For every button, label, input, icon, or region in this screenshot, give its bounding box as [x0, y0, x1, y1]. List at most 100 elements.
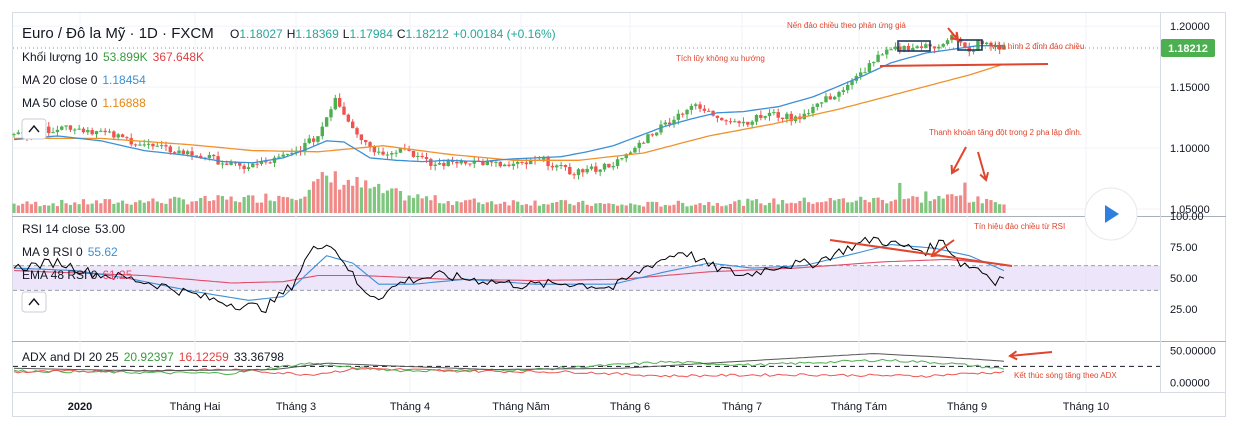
candle-body: [945, 40, 950, 45]
candle-body: [142, 144, 146, 146]
candle-body: [90, 130, 94, 135]
ma20-label: MA 20 close 0: [22, 73, 98, 87]
replay-button[interactable]: [1084, 187, 1138, 241]
collapse-legend-button[interactable]: [21, 118, 47, 140]
volume-bar: [737, 199, 741, 213]
volume-bar: [420, 198, 424, 213]
h-value: 1.18369: [295, 27, 339, 41]
volume-bar: [424, 196, 429, 213]
volume-bar: [459, 202, 463, 213]
annotation-adx-end: Kết thúc sóng tăng theo ADX: [1014, 371, 1117, 380]
volume-bar: [555, 202, 559, 213]
candle-body: [776, 112, 780, 118]
candle-body: [342, 106, 346, 115]
candle-body: [694, 104, 698, 106]
volume-bar: [776, 204, 780, 213]
candle-body: [316, 136, 320, 142]
change-value: +0.00184 (+0.16%): [453, 27, 556, 41]
volume-bar: [898, 182, 902, 213]
volume-bar: [681, 202, 685, 213]
candle-body: [138, 144, 142, 146]
top-box-2: [957, 39, 983, 51]
candle-body: [889, 49, 893, 51]
candle-body: [563, 164, 568, 167]
volume-bar: [381, 193, 385, 213]
candle-body: [772, 112, 776, 114]
candle-body: [785, 113, 789, 120]
rsi-value: 53.00: [95, 222, 125, 236]
volume-bar: [602, 203, 607, 213]
volume-bar: [390, 188, 394, 213]
volume-bar: [559, 200, 563, 213]
rsi-legend: RSI 14 close 53.00: [22, 222, 125, 236]
time-tick-label: Tháng Hai: [170, 401, 221, 413]
volume-bar: [338, 189, 342, 213]
volume-bar: [233, 201, 238, 213]
candle-body: [993, 46, 998, 48]
volume-bar: [242, 196, 246, 213]
volume-bar: [463, 200, 468, 213]
candle-body: [893, 46, 898, 50]
candle-body: [468, 163, 472, 165]
candle-body: [885, 49, 889, 55]
candle-body: [659, 124, 663, 133]
volume-bar: [168, 198, 172, 213]
volume-value-2: 367.648K: [153, 50, 204, 64]
price-tick-label: 1.05000: [1170, 204, 1210, 216]
volume-bar: [51, 203, 55, 213]
price-tick-label: 1.10000: [1170, 143, 1210, 155]
volume-bar: [954, 196, 958, 213]
candle-body: [880, 54, 885, 56]
volume-bar: [281, 196, 285, 213]
volume-bar: [798, 200, 802, 213]
rsi-tick-label: 100.00: [1170, 211, 1204, 223]
candle-body: [220, 163, 225, 165]
volume-bar: [854, 200, 858, 213]
volume-bar: [60, 199, 64, 213]
candle-body: [303, 142, 307, 152]
candle-body: [507, 164, 511, 166]
volume-bar: [950, 194, 954, 213]
ema48-value: 61.25: [102, 268, 132, 282]
volume-bar: [164, 203, 168, 213]
candle-body: [559, 164, 563, 166]
h-label: H: [287, 27, 296, 41]
candle-body: [112, 131, 116, 138]
volume-bar: [429, 200, 433, 213]
volume-bar: [724, 205, 728, 213]
candle-body: [168, 146, 173, 153]
candle-body: [989, 42, 993, 47]
candle-body: [337, 97, 342, 107]
adx-value: 33.36798: [234, 350, 284, 364]
volume-bar: [642, 206, 646, 213]
candle-body: [433, 164, 437, 166]
volume-bar: [663, 204, 667, 213]
volume-bar: [190, 201, 194, 213]
volume-bar: [181, 199, 185, 213]
volume-bar: [416, 194, 420, 213]
candle-body: [442, 163, 446, 166]
volume-bar: [824, 201, 828, 213]
volume-bar: [928, 201, 932, 213]
arrow-liquidity-2: [977, 151, 987, 181]
candle-body: [850, 80, 854, 85]
volume-bar: [872, 197, 876, 213]
arrow-reversal-head: [950, 31, 960, 42]
candle-body: [1002, 45, 1006, 50]
volume-bar: [220, 196, 225, 213]
volume-bar: [728, 203, 733, 213]
candle-body: [520, 161, 524, 163]
candle-body: [429, 159, 433, 166]
candle-body: [724, 120, 728, 122]
candle-body: [607, 163, 611, 168]
volume-bar: [368, 188, 372, 213]
collapse-rsi-legend-button[interactable]: [21, 291, 47, 313]
volume-bar: [490, 201, 494, 213]
volume-bar: [173, 196, 177, 213]
volume-bar: [672, 204, 676, 213]
candle-body: [737, 121, 741, 124]
volume-bar: [290, 198, 294, 213]
candle-body: [99, 130, 103, 132]
